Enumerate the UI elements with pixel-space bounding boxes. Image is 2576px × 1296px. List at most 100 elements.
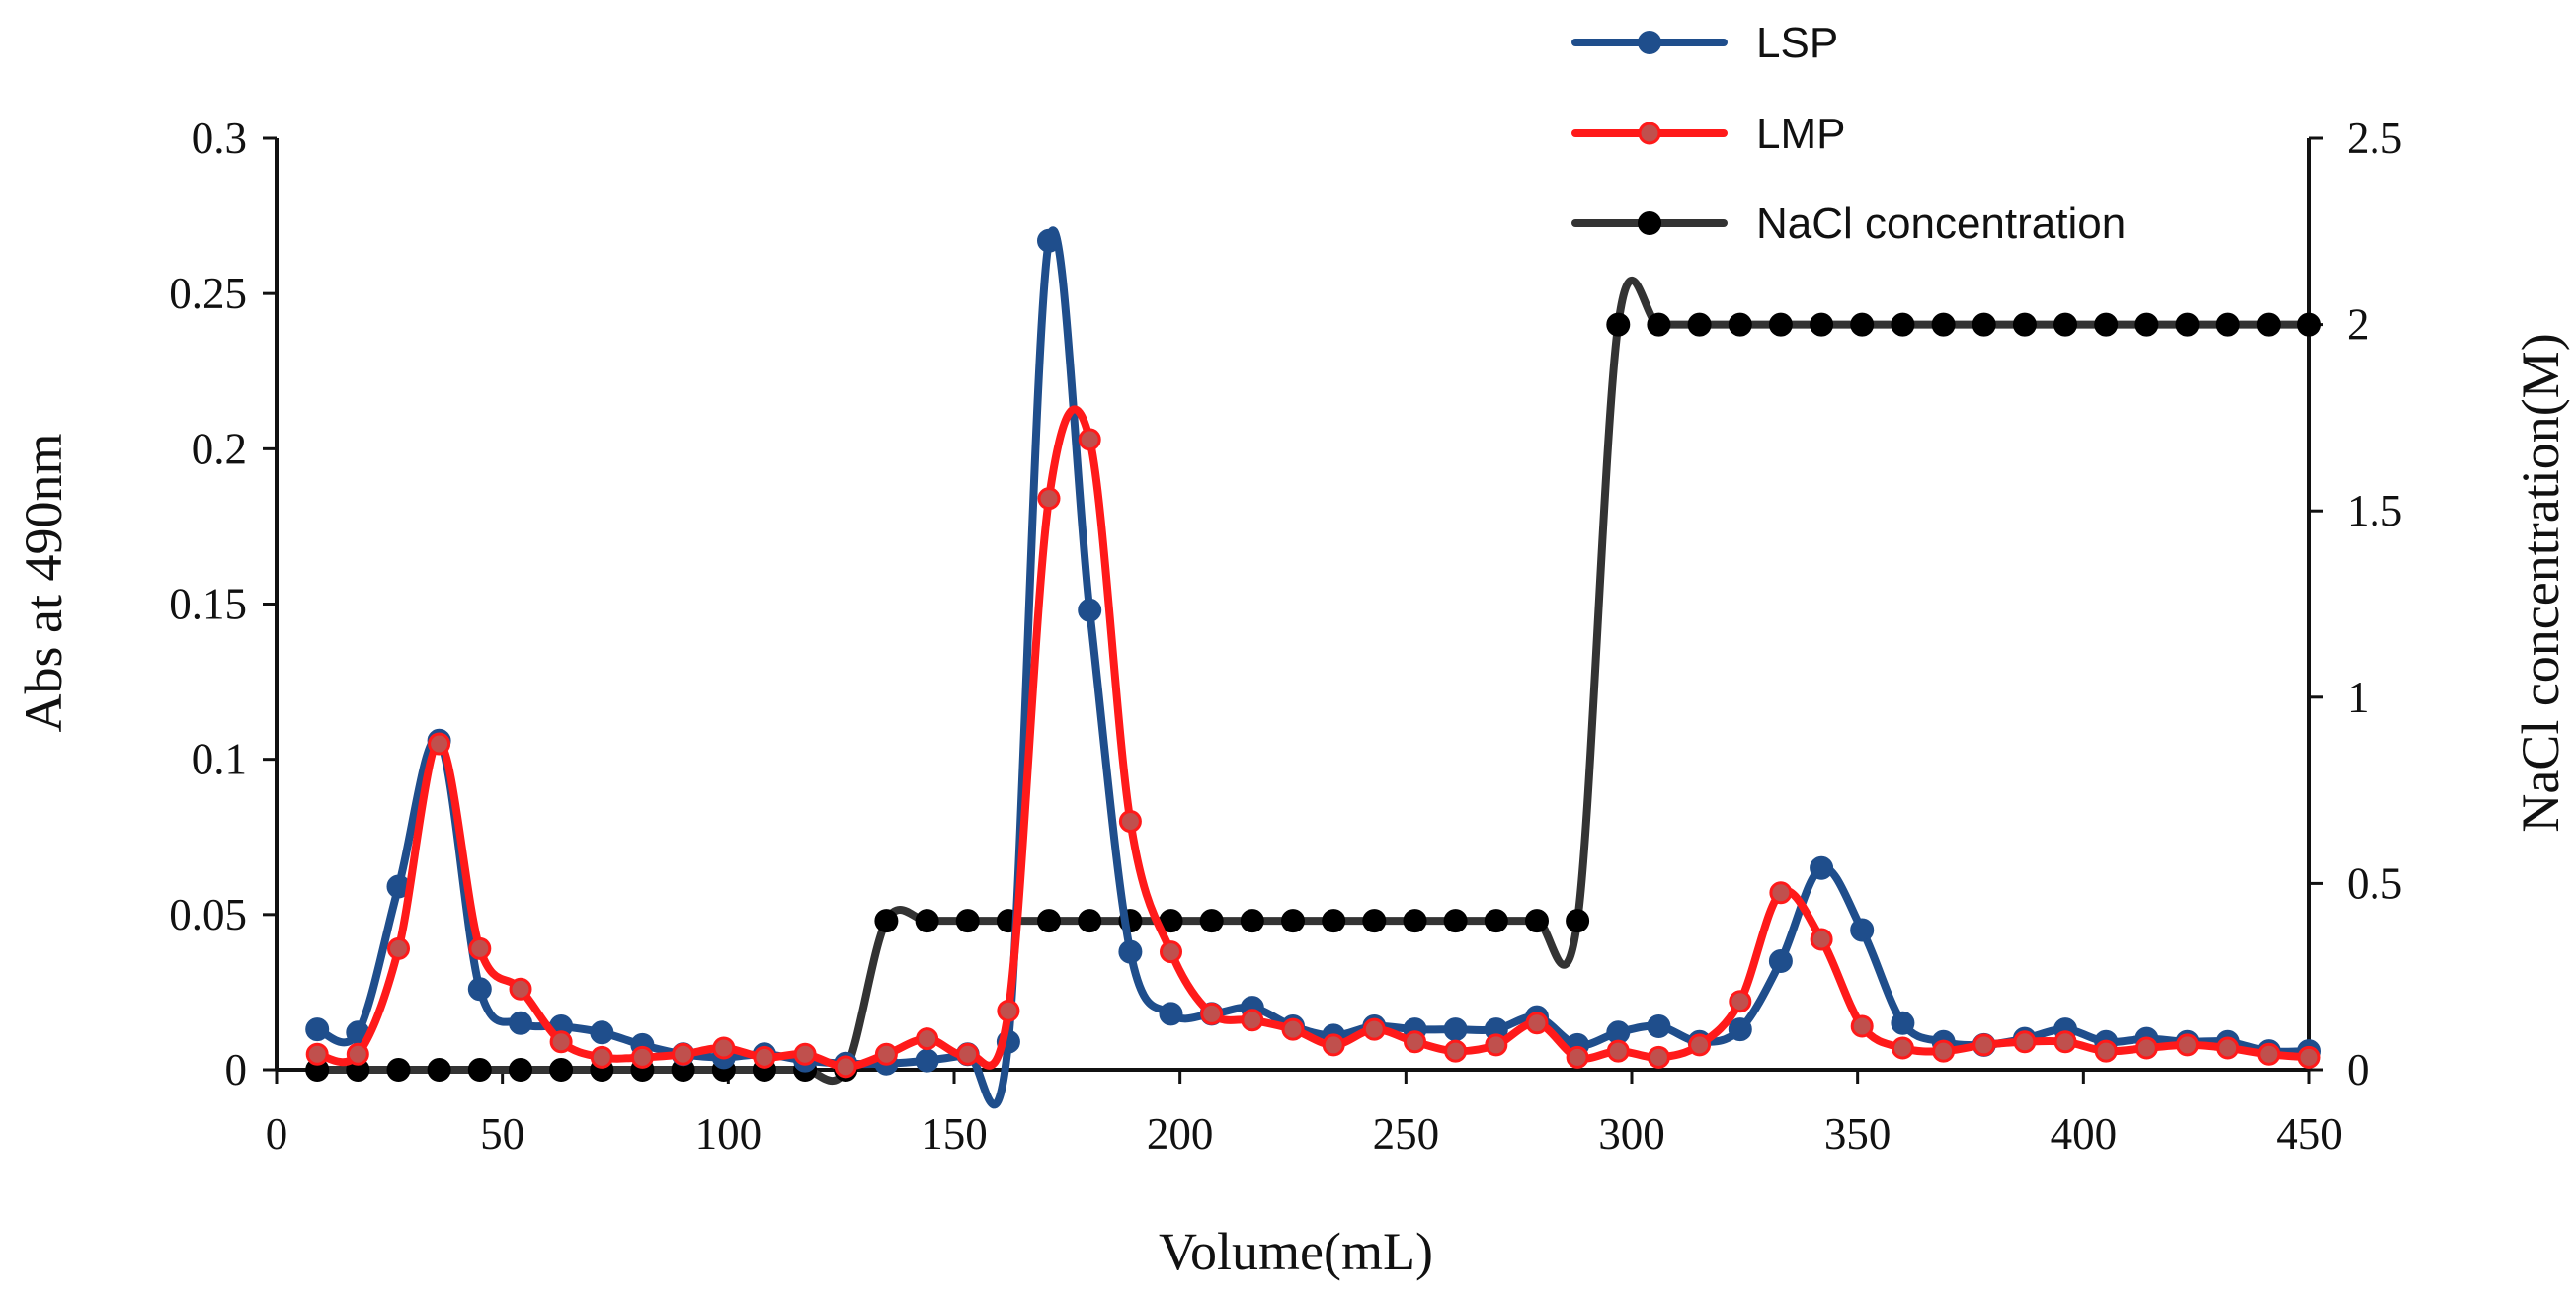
- series-lmp: [305, 405, 2321, 1079]
- data-point-nacl-concentration: [1850, 312, 1875, 337]
- data-point-lmp: [997, 999, 1020, 1022]
- legend-marker-lsp: [1638, 31, 1661, 54]
- y2-tick-label: 0: [2347, 1045, 2370, 1094]
- data-point-lmp: [387, 936, 410, 960]
- data-point-lmp: [1729, 990, 1752, 1013]
- data-point-lmp: [1688, 1033, 1712, 1057]
- x-tick-label: 200: [1147, 1109, 1214, 1159]
- data-point-lmp: [468, 936, 492, 960]
- data-point-lmp: [428, 732, 451, 756]
- data-point-nacl-concentration: [1240, 909, 1264, 933]
- data-point-lmp: [2094, 1039, 2118, 1063]
- data-point-lmp: [753, 1045, 776, 1069]
- data-point-nacl-concentration: [1972, 312, 1996, 337]
- data-point-nacl-concentration: [915, 909, 939, 933]
- data-point-nacl-concentration: [1037, 909, 1061, 933]
- legend-item-nacl-concentration: NaCl concentration: [1571, 200, 2126, 248]
- data-point-lmp: [1078, 428, 1101, 451]
- data-point-lmp: [1647, 1045, 1670, 1069]
- data-point-nacl-concentration: [1443, 909, 1468, 933]
- data-point-nacl-concentration: [1362, 909, 1387, 933]
- data-point-lmp: [2053, 1030, 2077, 1054]
- data-point-nacl-concentration: [1891, 312, 1915, 337]
- data-point-lmp: [1769, 881, 1793, 905]
- data-point-nacl-concentration: [549, 1058, 574, 1082]
- data-point-lmp: [712, 1036, 736, 1060]
- legend-item-lmp: LMP: [1571, 110, 1845, 158]
- data-point-lmp: [1037, 487, 1061, 511]
- data-point-lsp: [509, 1011, 532, 1035]
- series-line-lsp: [313, 226, 2313, 1109]
- data-point-lmp: [1566, 1045, 1589, 1069]
- legend-marker-nacl-concentration: [1638, 211, 1661, 235]
- data-point-lmp: [2297, 1045, 2321, 1069]
- data-point-nacl-concentration: [427, 1058, 451, 1082]
- y2-tick-label: 2.5: [2347, 114, 2402, 163]
- y-tick-label: 0.25: [169, 269, 247, 318]
- data-point-lmp: [916, 1027, 939, 1051]
- data-point-lmp: [1444, 1039, 1468, 1063]
- data-point-nacl-concentration: [874, 909, 899, 933]
- data-point-nacl-concentration: [1078, 909, 1102, 933]
- data-point-nacl-concentration: [2297, 312, 2321, 337]
- data-point-nacl-concentration: [1281, 909, 1305, 933]
- x-tick-label: 400: [2051, 1109, 2118, 1159]
- data-point-nacl-concentration: [1647, 312, 1671, 337]
- y2-tick-label: 2: [2347, 300, 2370, 350]
- data-point-nacl-concentration: [1810, 312, 1834, 337]
- x-tick-label: 250: [1373, 1109, 1440, 1159]
- axes: 0 50 100 150 200 250 300 350 400 45000.050.10.150…: [169, 114, 2402, 1159]
- data-point-nacl-concentration: [2012, 312, 2037, 337]
- data-point-nacl-concentration: [1728, 312, 1752, 337]
- data-point-lmp: [1485, 1033, 1508, 1057]
- data-point-lmp: [2216, 1036, 2240, 1060]
- x-tick-label: 50: [480, 1109, 524, 1159]
- data-point-lsp: [1443, 1017, 1468, 1042]
- y2-tick-label: 0.5: [2347, 858, 2402, 908]
- data-point-lmp: [1241, 1009, 1264, 1032]
- data-point-lmp: [1606, 1039, 1630, 1063]
- data-point-lmp: [1972, 1033, 1996, 1057]
- data-point-lmp: [305, 1042, 329, 1066]
- data-point-lsp: [1037, 228, 1061, 253]
- data-point-lmp: [1118, 810, 1142, 833]
- data-point-nacl-concentration: [1199, 909, 1224, 933]
- y2-tick-label: 1: [2347, 673, 2370, 722]
- y2-tick-label: 1.5: [2347, 486, 2402, 535]
- data-point-nacl-concentration: [2175, 312, 2200, 337]
- legend-label-nacl-concentration: NaCl concentration: [1756, 200, 2126, 248]
- data-point-lsp: [1118, 939, 1143, 964]
- series-line-lmp: [313, 405, 2313, 1071]
- data-point-lmp: [1160, 940, 1182, 964]
- data-point-lsp: [1891, 1011, 1915, 1035]
- data-point-lsp: [590, 1020, 614, 1045]
- legend-label-lmp: LMP: [1756, 110, 1845, 158]
- y-axis-title: Abs at 490nm: [14, 434, 73, 733]
- data-point-lmp: [1281, 1017, 1305, 1041]
- data-point-nacl-concentration: [1931, 312, 1956, 337]
- data-point-lmp: [549, 1030, 573, 1054]
- data-point-nacl-concentration: [2134, 312, 2159, 337]
- legend-item-lsp: LSP: [1571, 19, 1838, 67]
- data-point-nacl-concentration: [2256, 312, 2281, 337]
- data-point-lsp: [1810, 855, 1834, 880]
- x-tick-label: 100: [695, 1109, 763, 1159]
- y-tick-label: 0.1: [192, 735, 247, 784]
- data-point-lmp: [956, 1042, 980, 1066]
- x-tick-label: 0: [266, 1109, 288, 1159]
- data-point-lmp: [793, 1042, 817, 1066]
- data-point-lmp: [2013, 1030, 2037, 1054]
- legend-label-lsp: LSP: [1756, 19, 1838, 67]
- data-point-lmp: [630, 1045, 654, 1069]
- data-point-lmp: [1810, 928, 1833, 951]
- data-point-lmp: [874, 1042, 898, 1066]
- data-point-nacl-concentration: [1525, 909, 1549, 933]
- legend: LSP LMP NaCl concentration: [1571, 19, 2126, 248]
- data-point-lmp: [1932, 1039, 1956, 1063]
- series-line-nacl-concentration: [313, 276, 2313, 1086]
- data-point-nacl-concentration: [467, 1058, 492, 1082]
- series-nacl-concentration: [305, 276, 2321, 1086]
- data-point-nacl-concentration: [2094, 312, 2119, 337]
- series-lsp: [305, 226, 2321, 1109]
